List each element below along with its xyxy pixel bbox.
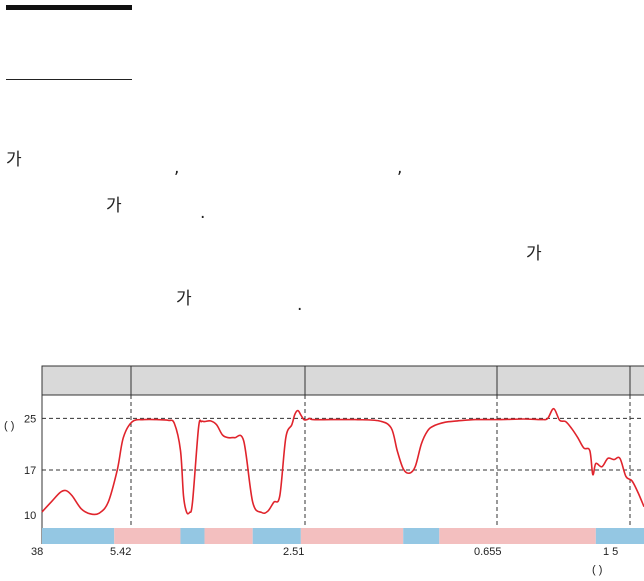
band-segment [180,528,205,544]
y-tick-label: 25 [24,413,36,425]
x-tick-label: 2.51 [283,546,304,558]
chart-gridlines [42,395,644,528]
text-fragment: , [174,158,180,178]
band-segment [204,528,253,544]
y-tick-label: 17 [24,465,36,477]
x-tick-label: 5.42 [110,546,131,558]
text-fragment: . [200,203,206,223]
band-segment [252,528,301,544]
text-fragment: 가 [6,150,22,170]
x-tick-label: 38 [31,546,43,558]
chart-bands [42,528,644,544]
band-segment [595,528,644,544]
x-tick-label: ( ) [592,564,602,576]
y-tick-label: 10 [24,510,36,522]
band-segment [439,528,596,544]
text-fragment: 가 [526,244,542,264]
text-fragment: , [397,158,403,178]
band-segment [114,528,181,544]
x-tick-label: 0.655 [474,546,502,558]
text-fragment: . [297,295,303,315]
chart-x-ticks: 38 5.42 2.51 0.655 1 5( ) [31,546,618,576]
chart-series [41,407,644,516]
band-segment [403,528,440,544]
heading-rule-thick [6,5,132,10]
band-segment [42,528,115,544]
y-axis-label: ( ) [4,420,14,432]
band-segment [300,528,404,544]
chart-header-row [41,365,644,544]
chart-y-ticks: 25 17 10 [24,413,36,522]
header-cell [41,365,644,396]
text-fragment: 가 [106,196,122,216]
x-tick-label: 1 5 [603,546,618,558]
heading-rule-thin [6,79,132,80]
series-line [41,407,644,516]
text-fragment: 가 [176,289,192,309]
